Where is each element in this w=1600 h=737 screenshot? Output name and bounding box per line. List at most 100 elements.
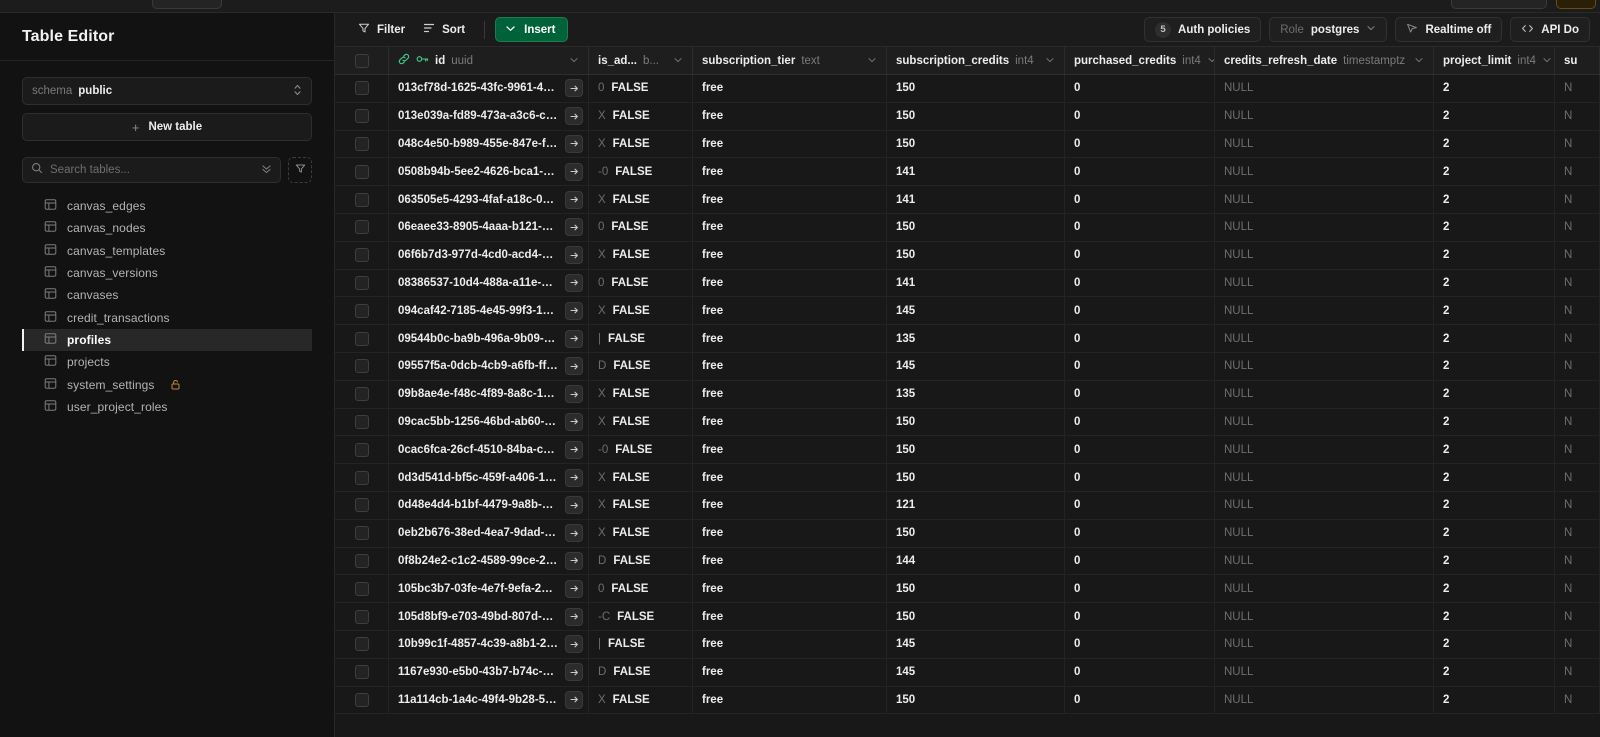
table-row[interactable]: 013cf78d-1625-43fc-9961-442189... 0 FALSE f… bbox=[335, 75, 1600, 103]
cell-id[interactable]: 09557f5a-0dcb-4cb9-a6fb-fff366... bbox=[389, 352, 589, 380]
cell-subscription-tier[interactable]: free bbox=[693, 158, 887, 186]
cell-is-admin[interactable]: 0 FALSE bbox=[589, 213, 693, 241]
topbar-pill-right[interactable] bbox=[1451, 0, 1547, 9]
column-header-project-limit[interactable]: project_limit int4 bbox=[1434, 47, 1555, 74]
checkbox[interactable] bbox=[354, 109, 369, 124]
role-selector[interactable]: Role postgres bbox=[1269, 17, 1388, 42]
cell-credits-refresh-date[interactable]: NULL bbox=[1215, 213, 1434, 241]
row-checkbox[interactable] bbox=[335, 75, 389, 102]
chevron-down-icon[interactable] bbox=[569, 55, 579, 67]
expand-row-icon[interactable] bbox=[565, 107, 583, 126]
cell-subscription-tier[interactable]: free bbox=[693, 519, 887, 547]
row-checkbox[interactable] bbox=[335, 575, 389, 603]
cell-is-admin[interactable]: -0 FALSE bbox=[589, 436, 693, 464]
cell-project-limit[interactable]: 2 bbox=[1434, 186, 1555, 213]
cell-credits-refresh-date[interactable]: NULL bbox=[1215, 547, 1434, 575]
insert-button[interactable]: Insert bbox=[495, 17, 569, 42]
checkbox[interactable] bbox=[354, 581, 369, 596]
filter-tables-button[interactable] bbox=[288, 157, 312, 183]
cell-su[interactable]: N bbox=[1555, 436, 1600, 464]
cell-id[interactable]: 08386537-10d4-488a-a11e-eb5a6... bbox=[389, 269, 589, 297]
cell-purchased-credits[interactable]: 0 bbox=[1065, 686, 1215, 714]
row-checkbox[interactable] bbox=[335, 491, 389, 519]
cell-purchased-credits[interactable]: 0 bbox=[1065, 464, 1215, 491]
cell-project-limit[interactable]: 2 bbox=[1434, 75, 1555, 102]
table-row[interactable]: 08386537-10d4-488a-a11e-eb5a6... 0 FALSE fr… bbox=[335, 269, 1600, 298]
cell-is-admin[interactable]: -0 FALSE bbox=[589, 158, 693, 186]
sidebar-item-canvas-templates[interactable]: canvas_templates bbox=[22, 240, 312, 262]
cell-is-admin[interactable]: 0 FALSE bbox=[589, 269, 693, 297]
cell-subscription-credits[interactable]: 121 bbox=[887, 491, 1065, 519]
cell-subscription-credits[interactable]: 150 bbox=[887, 75, 1065, 102]
row-checkbox[interactable] bbox=[335, 213, 389, 241]
cell-id[interactable]: 1167e930-e5b0-43b7-b74c-788c9... bbox=[389, 658, 589, 686]
row-checkbox[interactable] bbox=[335, 603, 389, 630]
cell-purchased-credits[interactable]: 0 bbox=[1065, 436, 1215, 464]
checkbox[interactable] bbox=[354, 275, 369, 290]
table-row[interactable]: 0d3d541d-bf5c-459f-a406-16b93... X FALSE fr… bbox=[335, 464, 1600, 492]
cell-id[interactable]: 09cac5bb-1256-46bd-ab60-64ed... bbox=[389, 408, 589, 436]
cell-subscription-tier[interactable]: free bbox=[693, 186, 887, 213]
expand-row-icon[interactable] bbox=[565, 468, 583, 487]
cell-project-limit[interactable]: 2 bbox=[1434, 436, 1555, 464]
cell-subscription-tier[interactable]: free bbox=[693, 436, 887, 464]
cell-id[interactable]: 013e039a-fd89-473a-a3c6-ccfa9... bbox=[389, 102, 589, 130]
cell-subscription-tier[interactable]: free bbox=[693, 325, 887, 352]
cell-id[interactable]: 0508b94b-5ee2-4626-bca1-4bca... bbox=[389, 158, 589, 186]
table-row[interactable]: 06f6b7d3-977d-4cd0-acd4-4a78... X FALSE fre… bbox=[335, 241, 1600, 270]
cell-subscription-tier[interactable]: free bbox=[693, 102, 887, 130]
cell-purchased-credits[interactable]: 0 bbox=[1065, 519, 1215, 547]
realtime-toggle-button[interactable]: Realtime off bbox=[1395, 17, 1503, 42]
checkbox[interactable] bbox=[354, 442, 369, 457]
cell-subscription-tier[interactable]: free bbox=[693, 491, 887, 519]
checkbox[interactable] bbox=[354, 53, 369, 68]
column-header-id[interactable]: id uuid bbox=[389, 47, 589, 74]
expand-row-icon[interactable] bbox=[565, 190, 583, 209]
filter-button[interactable]: Filter bbox=[349, 18, 414, 42]
cell-id[interactable]: 09b8ae4e-f48c-4f89-8a8c-1629b... bbox=[389, 380, 589, 408]
row-checkbox[interactable] bbox=[335, 464, 389, 491]
row-checkbox[interactable] bbox=[335, 408, 389, 436]
cell-purchased-credits[interactable]: 0 bbox=[1065, 603, 1215, 630]
row-checkbox[interactable] bbox=[335, 630, 389, 658]
checkbox[interactable] bbox=[354, 526, 369, 541]
cell-credits-refresh-date[interactable]: NULL bbox=[1215, 75, 1434, 102]
cell-subscription-tier[interactable]: free bbox=[693, 408, 887, 436]
row-checkbox[interactable] bbox=[335, 380, 389, 408]
cell-su[interactable]: N bbox=[1555, 686, 1600, 714]
cell-credits-refresh-date[interactable]: NULL bbox=[1215, 297, 1434, 325]
cell-is-admin[interactable]: D FALSE bbox=[589, 547, 693, 575]
cell-purchased-credits[interactable]: 0 bbox=[1065, 408, 1215, 436]
cell-purchased-credits[interactable]: 0 bbox=[1065, 352, 1215, 380]
expand-row-icon[interactable] bbox=[565, 551, 583, 570]
cell-subscription-tier[interactable]: free bbox=[693, 241, 887, 269]
cell-credits-refresh-date[interactable]: NULL bbox=[1215, 269, 1434, 297]
cell-subscription-tier[interactable]: free bbox=[693, 575, 887, 603]
cell-subscription-credits[interactable]: 135 bbox=[887, 380, 1065, 408]
cell-purchased-credits[interactable]: 0 bbox=[1065, 213, 1215, 241]
sidebar-item-profiles[interactable]: profiles bbox=[22, 328, 312, 352]
cell-subscription-credits[interactable]: 150 bbox=[887, 603, 1065, 630]
cell-su[interactable]: N bbox=[1555, 352, 1600, 380]
cell-su[interactable]: N bbox=[1555, 186, 1600, 213]
cell-credits-refresh-date[interactable]: NULL bbox=[1215, 464, 1434, 491]
column-header-su[interactable]: su bbox=[1555, 47, 1600, 74]
cell-subscription-credits[interactable]: 135 bbox=[887, 325, 1065, 352]
cell-subscription-credits[interactable]: 150 bbox=[887, 408, 1065, 436]
cell-subscription-credits[interactable]: 150 bbox=[887, 575, 1065, 603]
api-docs-button[interactable]: API Do bbox=[1510, 17, 1590, 42]
cell-credits-refresh-date[interactable]: NULL bbox=[1215, 491, 1434, 519]
cell-subscription-credits[interactable]: 150 bbox=[887, 464, 1065, 491]
cell-is-admin[interactable]: X FALSE bbox=[589, 686, 693, 714]
cell-purchased-credits[interactable]: 0 bbox=[1065, 102, 1215, 130]
cell-subscription-tier[interactable]: free bbox=[693, 603, 887, 630]
cell-su[interactable]: N bbox=[1555, 380, 1600, 408]
cell-subscription-credits[interactable]: 141 bbox=[887, 186, 1065, 213]
expand-row-icon[interactable] bbox=[565, 218, 583, 237]
cell-subscription-credits[interactable]: 150 bbox=[887, 686, 1065, 714]
cell-id[interactable]: 013cf78d-1625-43fc-9961-442189... bbox=[389, 75, 589, 102]
cell-project-limit[interactable]: 2 bbox=[1434, 269, 1555, 297]
cell-subscription-tier[interactable]: free bbox=[693, 297, 887, 325]
cell-subscription-tier[interactable]: free bbox=[693, 352, 887, 380]
sidebar-item-credit-transactions[interactable]: credit_transactions bbox=[22, 306, 312, 328]
